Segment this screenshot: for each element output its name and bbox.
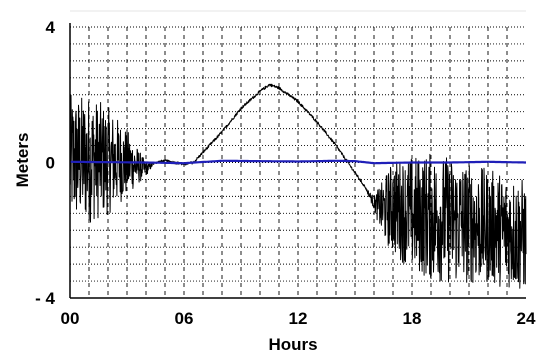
series-1-line (69, 83, 527, 289)
series-layer (69, 83, 527, 289)
x-tick-label: 12 (289, 309, 308, 328)
tick-labels: 00 06 12 18 24 4 0 - 4 (35, 18, 536, 328)
x-tick-label: 18 (403, 309, 422, 328)
y-axis-label: Meters (13, 133, 32, 188)
x-tick-label: 00 (61, 309, 80, 328)
y-tick-label: 0 (46, 154, 55, 173)
y-tick-label: - 4 (35, 289, 55, 308)
y-tick-label: 4 (46, 18, 56, 37)
x-tick-label: 06 (175, 309, 194, 328)
chart-axes (69, 23, 526, 299)
x-tick-label: 24 (517, 309, 536, 328)
series-2-line (70, 159, 526, 165)
x-axis-label: Hours (268, 335, 317, 354)
